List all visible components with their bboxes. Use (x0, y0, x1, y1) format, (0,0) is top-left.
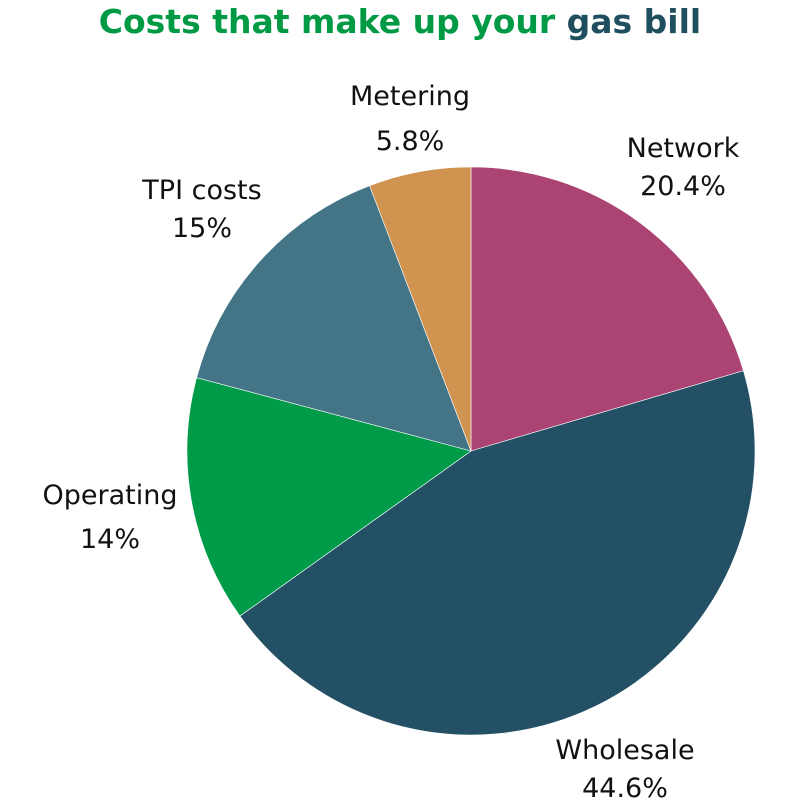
chart-title: Costs that make up your gas bill (0, 2, 800, 41)
chart-title-part-1: Costs that make up your (98, 2, 567, 41)
pie-slice-metering (369, 166, 472, 452)
chart-title-part-2: gas bill (566, 2, 702, 41)
slice-label-network: Network (627, 133, 740, 164)
slice-value-wholesale: 44.6% (582, 773, 668, 800)
slice-label-tpi-costs: TPI costs (141, 175, 261, 206)
pie-labels: Network 20.4% Wholesale 44.6% Operating 14% TP… (43, 81, 740, 800)
pie-slice-network (470, 166, 744, 452)
pie-slice-tpi-costs (196, 185, 472, 452)
pie-slice-operating (186, 377, 472, 617)
slice-value-metering: 5.8% (376, 126, 445, 157)
slice-value-operating: 14% (80, 524, 140, 555)
slice-label-operating: Operating (43, 480, 178, 511)
pie-slice-wholesale (239, 370, 756, 736)
slice-label-wholesale: Wholesale (555, 735, 694, 766)
slice-value-network: 20.4% (640, 171, 726, 202)
pie-slices (186, 166, 756, 736)
slice-value-tpi-costs: 15% (172, 213, 232, 244)
slice-label-metering: Metering (350, 81, 470, 112)
